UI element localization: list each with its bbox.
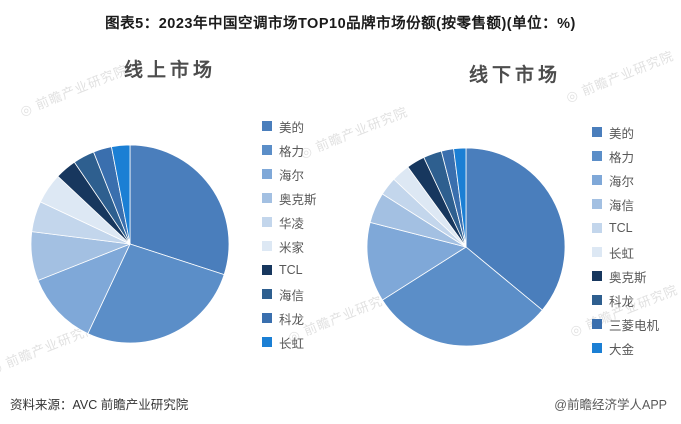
- legend-label: 奥克斯: [279, 192, 317, 207]
- pie-chart-svg: [366, 147, 566, 347]
- publisher-handle: @前瞻经济学人APP: [554, 398, 667, 412]
- legend-swatch: [262, 193, 272, 203]
- source-note: 资料来源：AVC 前瞻产业研究院: [10, 398, 189, 412]
- legend-swatch: [262, 241, 272, 251]
- legend-swatch: [262, 265, 272, 275]
- legend-label: 美的: [609, 126, 635, 141]
- legend-swatch: [262, 217, 272, 227]
- legend-label: 华凌: [279, 216, 305, 231]
- legend-label: 格力: [279, 144, 305, 159]
- legend-item: 格力: [262, 138, 317, 162]
- legend-item: TCL: [262, 258, 317, 282]
- legend-swatch: [592, 271, 602, 281]
- legend-swatch: [262, 121, 272, 131]
- legend-swatch: [592, 127, 602, 137]
- pie-slice: [453, 147, 467, 248]
- legend-item: 米家: [262, 234, 317, 258]
- legend-swatch: [592, 319, 602, 329]
- legend-swatch: [262, 337, 272, 347]
- legend-label: TCL: [279, 263, 303, 277]
- legend-label: 美的: [279, 120, 305, 135]
- legend-item: 格力: [592, 144, 659, 168]
- legend-label: 奥克斯: [609, 270, 647, 285]
- legend-label: 米家: [279, 240, 305, 255]
- legend-label: 三菱电机: [609, 318, 660, 333]
- legend-swatch: [592, 223, 602, 233]
- legend-swatch: [262, 169, 272, 179]
- legend-swatch: [592, 175, 602, 185]
- legend-swatch: [262, 313, 272, 323]
- pie-chart-svg: [30, 144, 230, 344]
- legend-swatch: [592, 199, 602, 209]
- legend-item: 海信: [262, 282, 317, 306]
- legend-swatch: [592, 151, 602, 161]
- legend-item: 海尔: [262, 162, 317, 186]
- legend-item: 美的: [592, 120, 659, 144]
- legend-item: 大金: [592, 336, 659, 360]
- legend-item: 科龙: [262, 306, 317, 330]
- pie-slice: [129, 144, 230, 276]
- offline-market-pie: [366, 147, 566, 347]
- legend-item: 科龙: [592, 288, 659, 312]
- legend-item: 长虹: [262, 330, 317, 354]
- legend-label: 长虹: [609, 246, 635, 261]
- legend-label: 海尔: [609, 174, 635, 189]
- offline-market-legend: 美的格力海尔海信 TCL 长虹奥克斯科龙三菱电机大金: [592, 120, 659, 360]
- legend-label: 长虹: [279, 336, 305, 351]
- legend-item: 三菱电机: [592, 312, 659, 336]
- legend-swatch: [592, 247, 602, 257]
- page-title: 图表5：2023年中国空调市场TOP10品牌市场份额(按零售额)(单位：%): [105, 16, 576, 32]
- legend-swatch: [262, 145, 272, 155]
- offline-market-title: 线下市场: [468, 65, 561, 86]
- legend-item: 长虹: [592, 240, 659, 264]
- legend-label: 科龙: [279, 312, 305, 327]
- legend-swatch: [592, 295, 602, 305]
- pie-slice: [37, 243, 131, 335]
- legend-swatch: [262, 289, 272, 299]
- legend-label: 科龙: [609, 294, 635, 309]
- legend-label: TCL: [609, 221, 633, 235]
- pie-slice: [465, 147, 566, 311]
- pie-slice: [110, 144, 131, 245]
- pie-slice: [366, 221, 467, 301]
- legend-item: 华凌: [262, 210, 317, 234]
- legend-item: 美的: [262, 114, 317, 138]
- legend-label: 海信: [279, 288, 305, 303]
- online-market-pie: [30, 144, 230, 344]
- legend-item: TCL: [592, 216, 659, 240]
- legend-label: 海尔: [279, 168, 305, 183]
- legend-item: 奥克斯: [262, 186, 317, 210]
- legend-item: 奥克斯: [592, 264, 659, 288]
- online-market-legend: 美的格力海尔奥克斯华凌米家 TCL 海信科龙长虹: [262, 114, 317, 354]
- legend-item: 海尔: [592, 168, 659, 192]
- legend-label: 大金: [609, 342, 635, 357]
- legend-item: 海信: [592, 192, 659, 216]
- pie-slice: [381, 246, 543, 347]
- pie-slice: [87, 243, 225, 344]
- legend-label: 海信: [609, 198, 635, 213]
- online-market-title: 线上市场: [123, 60, 216, 81]
- legend-label: 格力: [609, 150, 635, 165]
- legend-swatch: [592, 343, 602, 353]
